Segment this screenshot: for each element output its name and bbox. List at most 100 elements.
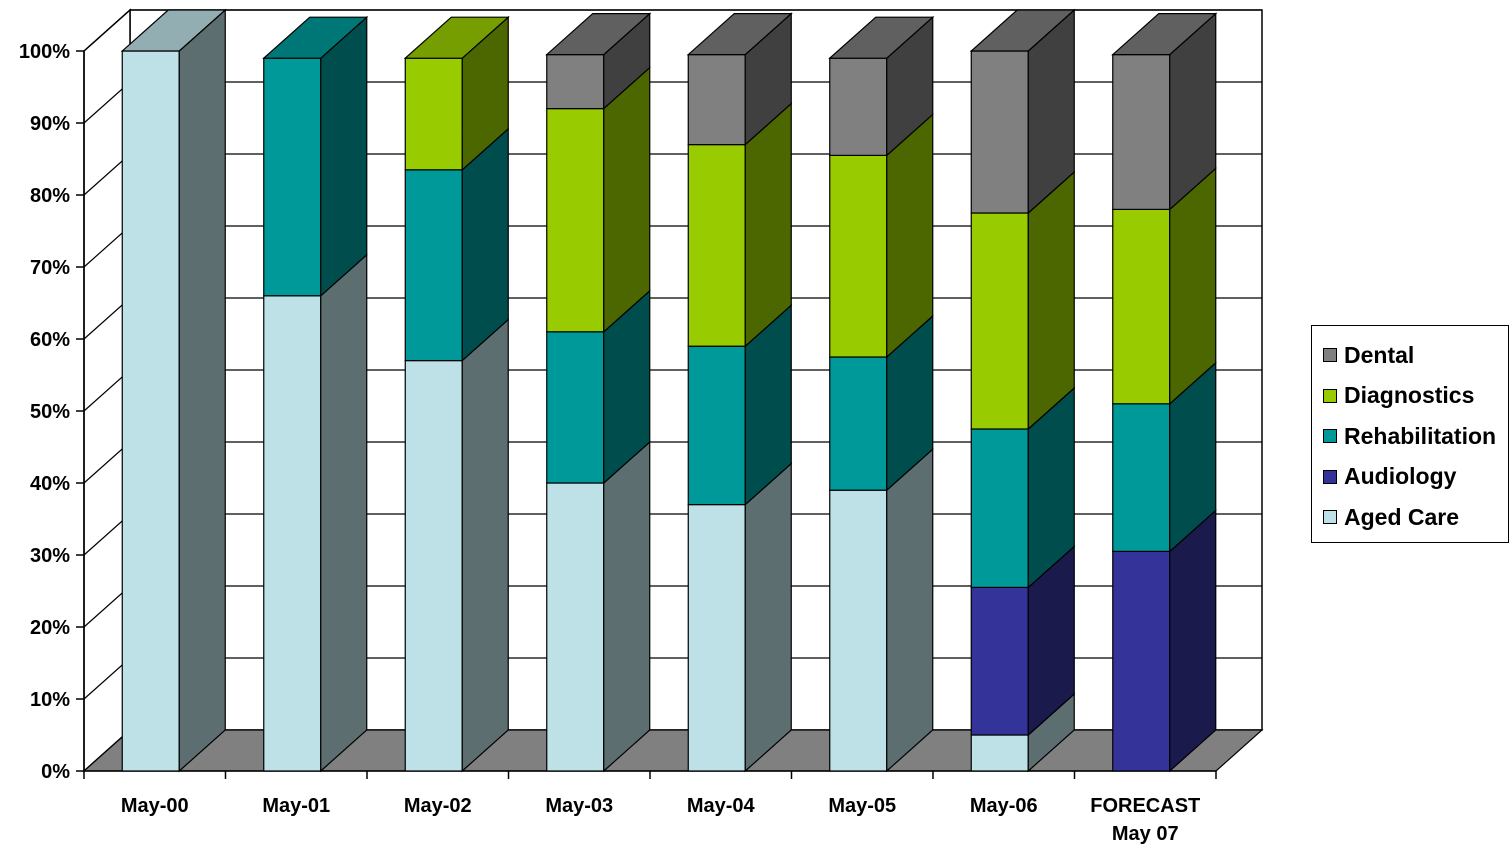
bar-rehabilitation-2 — [404, 127, 509, 362]
bar-rehabilitation-3 — [546, 289, 651, 485]
bar-side — [320, 15, 368, 298]
bar-dental-3 — [545, 12, 652, 110]
x-tick-label: FORECAST May 07 — [1090, 795, 1200, 845]
x-axis-tick-labels: May-00 May-01 May-02 May-03 May-04 May-05 May-… — [121, 795, 1200, 845]
bar-side — [178, 8, 226, 773]
x-tick-label: May-05 — [828, 795, 896, 817]
bar-front — [970, 734, 1029, 772]
y-tick-label: 50% — [30, 401, 70, 423]
bar-top — [545, 13, 652, 56]
bar-top — [262, 16, 369, 59]
x-tick-label: May-02 — [404, 795, 472, 817]
legend-item-dental: Dental — [1323, 340, 1414, 370]
legend-swatch — [1323, 429, 1337, 443]
bar-front — [404, 57, 463, 171]
legend-label: Aged Care — [1344, 503, 1460, 530]
legend-label: Rehabilitation — [1344, 422, 1497, 449]
bar-aged-care-6 — [970, 692, 1075, 773]
bar-front — [829, 356, 888, 491]
y-tick-label: 90% — [30, 113, 70, 135]
bar-side — [320, 253, 368, 773]
legend-item-rehabilitation: Rehabilitation — [1323, 421, 1496, 451]
bar-side — [886, 447, 934, 773]
x-tick-label: May-03 — [545, 795, 613, 817]
bar-front — [1112, 53, 1171, 211]
bar-front — [829, 154, 888, 358]
bar-front — [263, 295, 322, 772]
bar-front — [546, 107, 605, 333]
y-tick-label: 100% — [19, 41, 70, 63]
bar-side — [744, 102, 792, 348]
bar-front — [687, 345, 746, 506]
legend-swatch — [1323, 510, 1337, 524]
bar-dental-4 — [686, 12, 793, 146]
bar-front — [404, 169, 463, 362]
bar-top — [969, 9, 1076, 52]
bar-front — [546, 482, 605, 772]
bar-side — [1169, 509, 1217, 773]
bar-rehabilitation-1 — [262, 15, 369, 298]
bar-rehabilitation-6 — [970, 386, 1075, 589]
bar-front — [1112, 403, 1171, 552]
bar-front — [829, 489, 888, 772]
bar-front — [404, 360, 463, 772]
bar-front — [121, 50, 180, 772]
bar-rehabilitation-4 — [687, 303, 792, 506]
chart-floor — [82, 729, 1264, 772]
bar-top — [120, 9, 227, 52]
x-tick-label: May-06 — [970, 795, 1038, 817]
bar-front — [546, 53, 605, 110]
x-tick-label: May-04 — [687, 795, 756, 817]
y-tick-label: 40% — [30, 473, 70, 495]
bar-front — [263, 57, 322, 297]
bar-rehabilitation-5 — [829, 314, 934, 492]
bar-dental-6 — [969, 8, 1076, 215]
bar-side — [461, 318, 509, 773]
bar-front — [687, 53, 746, 146]
bar-front — [970, 50, 1029, 214]
floor-surface — [82, 729, 1264, 772]
gridline-side — [83, 9, 131, 52]
legend: Dental Diagnostics Rehabilitation Audiology… — [1311, 325, 1509, 543]
legend-item-diagnostics: Diagnostics — [1323, 381, 1474, 411]
legend-item-aged-care: Aged Care — [1323, 502, 1459, 532]
bar-dental-5 — [828, 15, 935, 157]
y-tick-label: 30% — [30, 545, 70, 567]
bar-aged-care-4 — [687, 462, 792, 773]
bar-aged-care-5 — [829, 447, 934, 773]
bar-side — [744, 462, 792, 773]
bar-diagnostics-7 — [1112, 167, 1217, 406]
bar-diagnostics-2 — [403, 15, 510, 172]
bar-diagnostics-4 — [687, 102, 792, 348]
bar-side — [1027, 170, 1075, 431]
legend-swatch — [1323, 388, 1337, 403]
bar-aged-care-1 — [263, 253, 368, 773]
legend-swatch — [1323, 348, 1337, 362]
legend-label: Diagnostics — [1344, 382, 1475, 408]
bar-top — [1111, 13, 1218, 56]
bar-front — [687, 144, 746, 347]
bar-aged-care-0 — [120, 8, 227, 773]
bar-diagnostics-5 — [829, 113, 934, 359]
bars — [120, 8, 1218, 773]
y-tick-label: 20% — [30, 617, 70, 639]
bar-rehabilitation-7 — [1112, 361, 1217, 553]
y-tick-label: 10% — [30, 689, 70, 711]
bar-front — [829, 57, 888, 156]
y-tick-label: 80% — [30, 185, 70, 207]
bar-top — [686, 13, 793, 56]
bar-top — [828, 16, 935, 59]
y-tick-label: 70% — [30, 257, 70, 279]
bar-side — [886, 113, 934, 359]
x-tick-label: May-01 — [262, 795, 330, 817]
chart-walls — [83, 8, 1263, 773]
y-tick-label: 0% — [41, 761, 70, 783]
bar-aged-care-3 — [546, 440, 651, 773]
legend-swatch — [1323, 469, 1337, 484]
bar-front — [970, 212, 1029, 430]
bar-side — [603, 66, 651, 334]
legend-label: Audiology — [1344, 463, 1457, 489]
legend-item-audiology: Audiology — [1323, 462, 1456, 492]
bar-front — [687, 504, 746, 772]
